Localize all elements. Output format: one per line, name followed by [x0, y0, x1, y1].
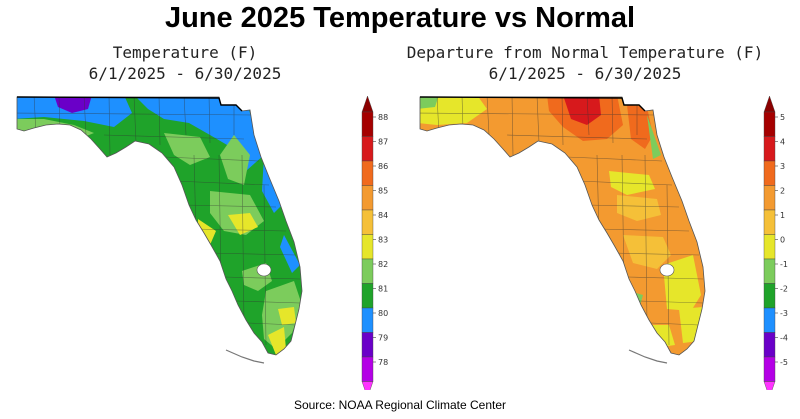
departure-colorbar: 5 4 3 2 1 0 -1 -2 -3 -4 -5 [763, 95, 788, 390]
source-note: Source: NOAA Regional Climate Center [293, 398, 507, 412]
colorbar-swatch [763, 234, 776, 260]
colorbar-swatch [763, 160, 776, 186]
colorbar-tick-label: 0 [780, 236, 785, 245]
colorbar-tick-label: 1 [780, 211, 785, 220]
colorbar-tick-label: 85 [378, 187, 388, 196]
colorbar-tick-label: -5 [780, 358, 788, 367]
colorbar-swatch [763, 283, 776, 309]
temperature-map-county-lines [17, 97, 301, 346]
temperature-map [16, 96, 303, 364]
colorbar-tick-label: 81 [378, 285, 388, 294]
departure-map [419, 96, 706, 364]
figure-title: June 2025 Temperature vs Normal [164, 2, 636, 34]
state-border-line [16, 96, 243, 112]
lake-okeechobee [659, 263, 675, 277]
colorbar-swatch [763, 307, 776, 333]
colorbar-bottom-arrow [763, 381, 776, 390]
colorbar-tick-label: 83 [378, 236, 388, 245]
colorbar-swatch [361, 185, 374, 211]
colorbar-tick-label: 82 [378, 260, 388, 269]
colorbar-swatch [361, 160, 374, 186]
colorbar-top-arrow [361, 95, 374, 113]
lake-okeechobee [256, 263, 272, 277]
colorbar-tick-label: -2 [780, 285, 788, 294]
colorbar-swatch [763, 111, 776, 137]
left-map-header: Temperature (F) 6/1/2025 - 6/30/2025 [30, 42, 340, 84]
colorbar-tick-label: 80 [378, 309, 388, 318]
colorbar-tick-label: 86 [378, 162, 388, 171]
colorbar-swatch [763, 332, 776, 358]
departure-map-fill [420, 97, 705, 355]
colorbar-swatch [763, 356, 776, 382]
colorbar-swatch [361, 307, 374, 333]
florida-keys [225, 349, 265, 364]
colorbar-swatch [763, 185, 776, 211]
colorbar-swatch [763, 136, 776, 162]
florida-coastline [419, 96, 706, 356]
colorbar-tick-label: -3 [780, 309, 788, 318]
colorbar-swatch [361, 356, 374, 382]
colorbar-swatch [763, 209, 776, 235]
colorbar-tick-label: -1 [780, 260, 788, 269]
colorbar-tick-label: 5 [780, 113, 785, 122]
florida-coastline [16, 96, 303, 356]
temperature-colorbar: 88 87 86 85 84 83 82 81 80 79 78 [361, 95, 388, 390]
colorbar-swatch [361, 209, 374, 235]
colorbar-swatch [361, 234, 374, 260]
colorbar-tick-label: 88 [378, 113, 388, 122]
colorbar-swatch [361, 136, 374, 162]
state-border-line [419, 96, 646, 112]
colorbar-bottom-arrow [361, 381, 374, 390]
colorbar-tick-label: 2 [780, 187, 785, 196]
right-map-date-range: 6/1/2025 - 6/30/2025 [488, 64, 682, 83]
right-map-header: Departure from Normal Temperature (F) 6/… [400, 42, 770, 84]
colorbar-tick-label: -4 [780, 334, 788, 343]
colorbar-top-arrow [763, 95, 776, 113]
colorbar-tick-label: 78 [378, 358, 388, 367]
colorbar-tick-label: 4 [780, 138, 785, 147]
colorbar-swatch [361, 111, 374, 137]
colorbar-tick-label: 87 [378, 138, 388, 147]
temperature-map-fill [17, 97, 302, 355]
colorbar-swatch [361, 258, 374, 284]
colorbar-tick-label: 79 [378, 334, 388, 343]
right-map-title: Departure from Normal Temperature (F) [406, 43, 764, 62]
colorbar-swatch [361, 332, 374, 358]
florida-keys [628, 349, 668, 364]
colorbar-tick-label: 3 [780, 162, 785, 171]
colorbar-swatch [361, 283, 374, 309]
left-map-title: Temperature (F) [112, 43, 258, 62]
colorbar-tick-label: 84 [378, 211, 388, 220]
departure-map-county-lines [420, 97, 704, 346]
left-map-date-range: 6/1/2025 - 6/30/2025 [88, 64, 282, 83]
colorbar-swatch [763, 258, 776, 284]
